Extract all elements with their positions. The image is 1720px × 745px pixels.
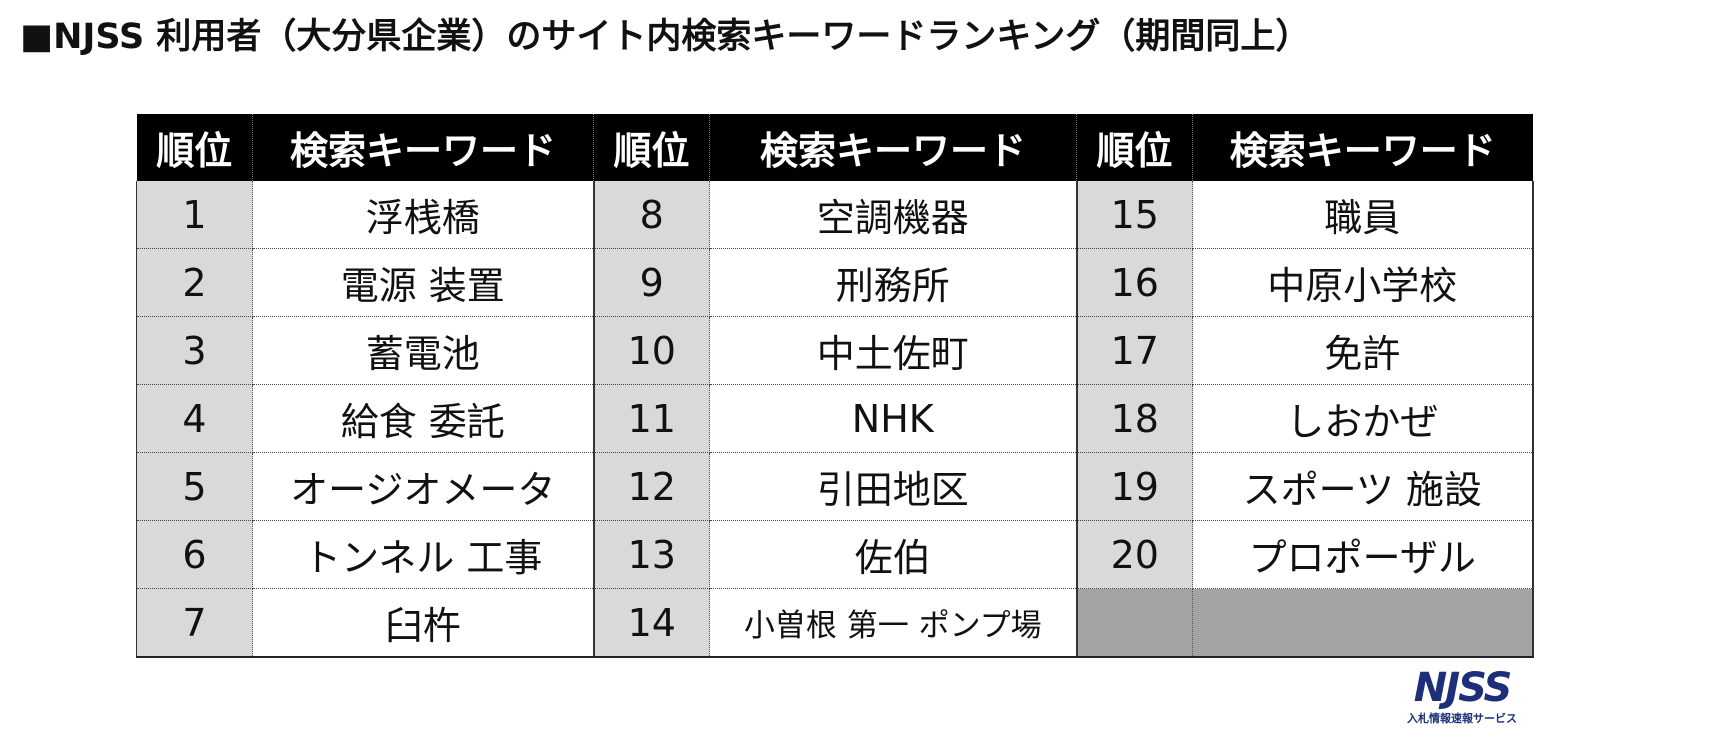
rank-cell: 11	[593, 384, 710, 453]
keyword-cell: 臼杵	[252, 588, 595, 658]
keyword-cell: 蓄電池	[252, 316, 595, 385]
rank-cell: 9	[593, 248, 710, 317]
njss-logo: NJSS 入札情報速報サービス	[1392, 668, 1532, 728]
table-row: 1 浮桟橋 8 空調機器 15 職員	[136, 181, 1534, 249]
table-row: 2 電源 装置 9 刑務所 16 中原小学校	[136, 248, 1534, 317]
page-title: ■NJSS 利用者（大分県企業）のサイト内検索キーワードランキング（期間同上）	[20, 17, 1311, 57]
column-header-rank: 順位	[136, 114, 253, 181]
rank-cell: 2	[136, 248, 253, 317]
rank-cell: 14	[593, 588, 710, 658]
rank-cell: 5	[136, 452, 253, 521]
column-header-keyword: 検索キーワード	[709, 114, 1077, 181]
keyword-cell: しおかぜ	[1192, 384, 1534, 453]
keyword-cell: 刑務所	[709, 248, 1078, 317]
rank-cell: 18	[1076, 384, 1193, 453]
keyword-cell: 中土佐町	[709, 316, 1078, 385]
rank-cell: 20	[1076, 520, 1193, 589]
keyword-cell: 電源 装置	[252, 248, 595, 317]
rank-cell: 8	[593, 181, 710, 249]
table-row: 7 臼杵 14 小曽根 第一 ポンプ場	[136, 588, 1534, 658]
rank-cell: 19	[1076, 452, 1193, 521]
rank-cell: 15	[1076, 181, 1193, 249]
column-header-rank: 順位	[593, 114, 710, 181]
column-header-rank: 順位	[1076, 114, 1193, 181]
table-row: 4 給食 委託 11 NHK 18 しおかぜ	[136, 384, 1534, 453]
empty-rank-cell	[1076, 588, 1193, 658]
keyword-cell: NHK	[709, 384, 1078, 453]
logo-wordmark: NJSS	[1413, 665, 1513, 711]
rank-cell: 10	[593, 316, 710, 385]
keyword-cell: 中原小学校	[1192, 248, 1534, 317]
column-header-keyword: 検索キーワード	[252, 114, 594, 181]
rank-cell: 4	[136, 384, 253, 453]
keyword-cell: 引田地区	[709, 452, 1078, 521]
table-row: 6 トンネル 工事 13 佐伯 20 プロポーザル	[136, 520, 1534, 589]
rank-cell: 3	[136, 316, 253, 385]
keyword-cell: 小曽根 第一 ポンプ場	[709, 588, 1078, 658]
table-header-row: 順位 検索キーワード 順位 検索キーワード 順位 検索キーワード	[136, 114, 1533, 181]
rank-cell: 16	[1076, 248, 1193, 317]
keyword-cell: 給食 委託	[252, 384, 595, 453]
keyword-cell: プロポーザル	[1192, 520, 1534, 589]
keyword-cell: 職員	[1192, 181, 1534, 249]
keyword-cell: スポーツ 施設	[1192, 452, 1534, 521]
keyword-cell: 免許	[1192, 316, 1534, 385]
rank-cell: 7	[136, 588, 253, 658]
keyword-cell: トンネル 工事	[252, 520, 595, 589]
empty-keyword-cell	[1192, 588, 1534, 658]
keyword-cell: オージオメータ	[252, 452, 595, 521]
logo-subtitle: 入札情報速報サービス	[1407, 712, 1517, 725]
rank-cell: 6	[136, 520, 253, 589]
rank-cell: 17	[1076, 316, 1193, 385]
keyword-cell: 佐伯	[709, 520, 1078, 589]
table-row: 3 蓄電池 10 中土佐町 17 免許	[136, 316, 1534, 385]
keyword-cell: 空調機器	[709, 181, 1078, 249]
keyword-ranking-table: 順位 検索キーワード 順位 検索キーワード 順位 検索キーワード 1 浮桟橋 8…	[136, 114, 1534, 658]
rank-cell: 13	[593, 520, 710, 589]
rank-cell: 12	[593, 452, 710, 521]
column-header-keyword: 検索キーワード	[1192, 114, 1533, 181]
keyword-cell: 浮桟橋	[252, 181, 595, 249]
rank-cell: 1	[136, 181, 253, 249]
table-row: 5 オージオメータ 12 引田地区 19 スポーツ 施設	[136, 452, 1534, 521]
